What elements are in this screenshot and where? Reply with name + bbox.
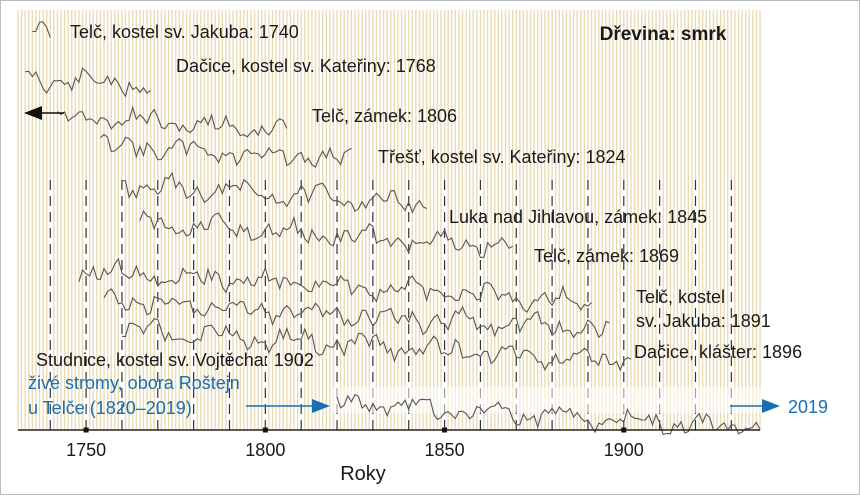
series-labels: Dřevina: smrk Telč, kostel sv. Jakuba: 1…: [28, 22, 828, 418]
label-s9-line2: u Telče (1820–2019): [28, 398, 192, 418]
x-tick: [83, 427, 89, 433]
label-s8: Studnice, kostel sv. Vojtěcha: 1902: [36, 350, 314, 370]
label-s9-line1: živé stromy, obora Roštejn: [28, 373, 240, 393]
series-line-8: [122, 318, 632, 372]
series-line-9: [336, 393, 761, 436]
label-s7: Dačice, klášter: 1896: [634, 342, 802, 362]
live-trees-arrow: [246, 399, 330, 413]
series-line-3: [100, 133, 352, 168]
end-year-arrow: [730, 399, 780, 413]
label-s6-line1: Telč, kostel: [636, 287, 725, 307]
plot-background: [18, 10, 760, 430]
label-s4: Luka nad Jihlavou, zámek: 1845: [449, 207, 707, 227]
x-axis: 1750 1800 1850 1900 Roky: [18, 427, 760, 485]
x-tick: [262, 427, 268, 433]
label-s0: Telč, kostel sv. Jakuba: 1740: [70, 22, 299, 42]
series-line-5: [139, 209, 513, 259]
x-tick-label: 1850: [425, 440, 465, 460]
series-line-0: [32, 21, 51, 38]
x-tick-label: 1900: [604, 440, 644, 460]
arrows: [24, 106, 780, 413]
label-s5: Telč, zámek: 1869: [534, 246, 679, 266]
x-tick: [442, 427, 448, 433]
label-s2: Telč, zámek: 1806: [312, 106, 457, 126]
label-s1: Dačice, kostel sv. Kateřiny: 1768: [176, 56, 436, 76]
year-stripes: [17, 10, 761, 430]
label-end-year: 2019: [788, 397, 828, 417]
series-line-live: [333, 387, 764, 413]
x-tick: [621, 427, 627, 433]
series-line-2: [57, 105, 288, 138]
label-s6-line2: sv. Jakuba: 1891: [636, 311, 771, 331]
label-s3: Třešť, kostel sv. Kateřiny: 1824: [378, 147, 626, 167]
series-line-6: [78, 257, 592, 314]
chart-title: Dřevina: smrk: [600, 24, 727, 45]
series-line-4: [121, 171, 427, 214]
x-axis-label: Roky: [340, 463, 386, 485]
series-line-7: [103, 288, 610, 339]
x-ticks: 1750 1800 1850 1900: [66, 427, 644, 460]
x-tick-label: 1750: [66, 440, 106, 460]
series-lines: [25, 21, 764, 436]
x-tick-label: 1800: [245, 440, 285, 460]
series-line-1: [25, 67, 151, 98]
left-arrow: [24, 106, 64, 120]
